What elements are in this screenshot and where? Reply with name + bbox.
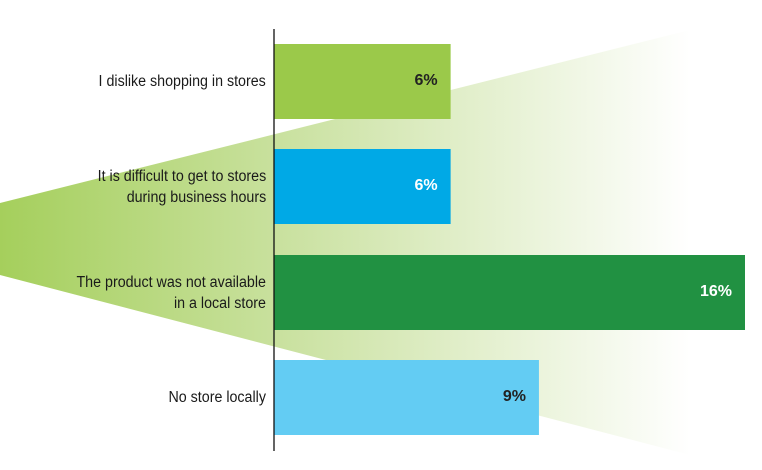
bar (274, 44, 451, 119)
background-wedge (0, 30, 690, 455)
category-label-line: during business hours (126, 188, 266, 206)
category-label: It is difficult to get to stores during b… (97, 166, 266, 208)
bar (274, 149, 451, 224)
bar-value-label: 16% (699, 282, 732, 300)
category-label: No store locally (169, 387, 266, 408)
bar (274, 360, 539, 435)
category-label-line: I dislike shopping in stores (98, 73, 266, 90)
category-label-line: The product was not available (76, 273, 266, 291)
category-label-line: No store locally (168, 389, 266, 406)
bar (274, 255, 745, 330)
category-label: I dislike shopping in stores (99, 71, 266, 92)
category-label: The product was not available in a local … (77, 272, 266, 314)
category-label-line: It is difficult to get to stores (97, 167, 266, 185)
bar-value-label: 6% (414, 176, 438, 194)
category-label-line: in a local store (174, 294, 266, 312)
bar-value-label: 9% (502, 387, 526, 405)
bar-value-label: 6% (414, 71, 438, 89)
